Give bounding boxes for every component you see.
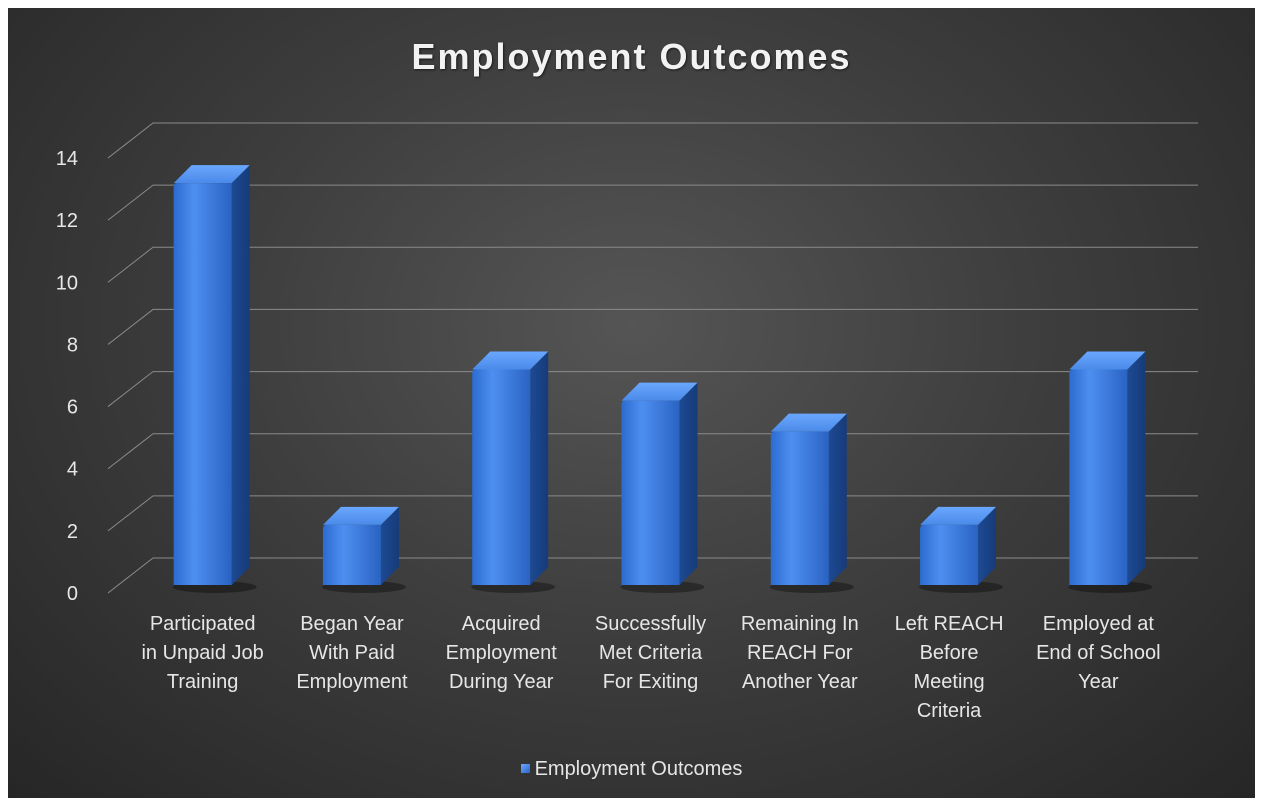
x-tick-label-line: Before: [919, 642, 979, 664]
x-tick-label-line: Met Criteria: [598, 642, 703, 664]
x-tick-label: Successfully Met Criteria For Exiting: [581, 610, 721, 697]
x-tick-label-line: Employment: [445, 642, 557, 664]
gridline: [107, 495, 1198, 532]
x-tick-label-line: Criteria: [916, 700, 982, 722]
x-tick-label-line: Employment: [296, 671, 408, 693]
gridline: [107, 122, 1198, 159]
y-tick-label: 14: [56, 148, 78, 170]
legend: Employment Outcomes: [8, 758, 1255, 781]
x-tick-label-line: Year: [1078, 671, 1119, 693]
y-tick-label: 0: [67, 583, 78, 605]
chart-title: Employment Outcomes: [411, 36, 852, 77]
bar-side: [530, 351, 549, 585]
gridline: [107, 184, 1198, 221]
x-tick-label-line: Acquired: [461, 613, 541, 635]
gridlines: [107, 122, 1198, 594]
x-tick-label-line: With Paid: [309, 642, 395, 664]
gridline: [107, 433, 1198, 470]
y-tick-label: 2: [67, 521, 78, 543]
plot-area: 0 2 4 6 8 10 12 14: [56, 122, 1198, 605]
y-tick-label: 12: [56, 210, 78, 232]
x-tick-label-line: REACH For: [746, 642, 853, 664]
gridline: [107, 308, 1198, 345]
bar: [172, 165, 257, 593]
bar: [620, 382, 705, 593]
bar-front: [472, 369, 531, 585]
legend-label: Employment Outcomes: [534, 758, 743, 780]
gridline: [107, 371, 1198, 407]
x-tick-label: Participated in Unpaid Job Training: [133, 610, 273, 697]
x-tick-label: Remaining In REACH For Another Year: [730, 610, 870, 697]
legend-swatch: [520, 764, 530, 773]
bar: [919, 506, 1004, 593]
bar: [1068, 351, 1153, 593]
bar-top: [621, 382, 698, 401]
bar-top: [472, 351, 549, 370]
bar-top: [920, 506, 997, 525]
bar: [769, 413, 854, 593]
x-tick-label-line: For Exiting: [602, 671, 699, 693]
bars: [172, 165, 1153, 593]
x-tick-label-line: Left REACH: [894, 613, 1004, 635]
bar-front: [621, 400, 680, 585]
bar-side: [828, 413, 847, 585]
x-tick-label-line: in Unpaid Job: [141, 642, 264, 664]
x-tick-label: Acquired Employment During Year: [431, 610, 571, 697]
bar-front: [920, 524, 979, 585]
bar-front: [770, 431, 829, 585]
bar-front: [173, 183, 232, 586]
x-tick-label-line: Remaining In: [740, 613, 859, 635]
x-tick-label-line: Training: [166, 671, 239, 693]
bar-front: [322, 524, 381, 585]
bar-top: [1069, 351, 1146, 370]
x-tick-label: Began Year With Paid Employment: [282, 610, 422, 697]
bar-top: [322, 506, 399, 525]
bar-top: [173, 165, 250, 184]
x-tick-label-line: Employed at: [1042, 613, 1154, 635]
bar-side: [978, 506, 997, 585]
x-tick-label-line: End of School: [1036, 642, 1161, 664]
x-tick-label: Employed at End of School Year: [1028, 610, 1168, 697]
x-tick-label-line: Participated: [149, 613, 256, 635]
bar-top: [770, 413, 847, 432]
y-axis: 0 2 4 6 8 10 12 14: [56, 148, 78, 605]
x-tick-label: Left REACH Before Meeting Criteria: [879, 610, 1019, 726]
y-tick-label: 10: [56, 272, 78, 294]
bar-side: [679, 382, 698, 585]
gridline: [107, 246, 1198, 283]
bar-side: [231, 165, 250, 586]
x-tick-label-line: Meeting: [913, 671, 985, 693]
bar-side: [1127, 351, 1146, 585]
bar-front: [1069, 369, 1128, 585]
bar: [471, 351, 556, 593]
gridline: [107, 557, 1198, 594]
x-tick-label-line: Began Year: [300, 613, 404, 635]
x-tick-label-line: Successfully: [594, 613, 707, 635]
chart-area: Employment Outcomes 0 2 4 6 8 10 12 14 Particip…: [8, 8, 1255, 798]
x-tick-label-line: During Year: [448, 671, 554, 693]
y-tick-label: 8: [67, 334, 78, 356]
bar: [321, 506, 406, 593]
y-tick-label: 4: [67, 459, 78, 481]
bar-side: [380, 506, 399, 585]
x-tick-label-line: Another Year: [741, 671, 858, 693]
y-tick-label: 6: [67, 397, 78, 419]
